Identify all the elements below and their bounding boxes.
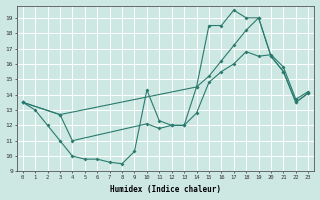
X-axis label: Humidex (Indice chaleur): Humidex (Indice chaleur) bbox=[110, 185, 221, 194]
